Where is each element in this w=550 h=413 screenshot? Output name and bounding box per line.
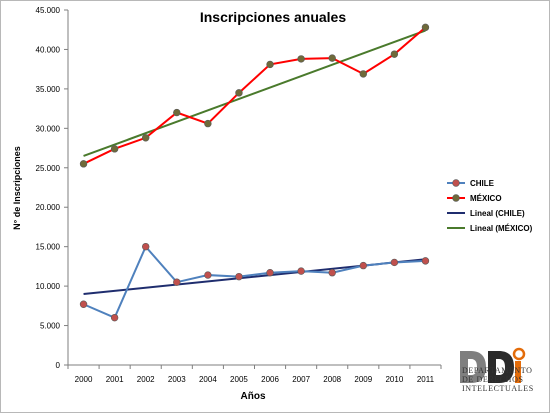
- data-point-mexico: [110, 145, 119, 153]
- x-tick-label: 2004: [199, 375, 217, 384]
- data-point-mexico: [142, 134, 150, 142]
- x-tick-label: 2002: [137, 375, 155, 384]
- legend-item-lineal-chile-label: Lineal (CHILE): [470, 209, 525, 218]
- legend-item-mexico-marker: [452, 194, 460, 202]
- x-tick-label: 2001: [106, 375, 124, 384]
- legend-item-chile-marker: [452, 179, 460, 187]
- y-tick-label: 45.000: [36, 6, 61, 15]
- data-point-chile: [110, 313, 119, 322]
- trendlines: [83, 29, 426, 295]
- tick-labels: 0 5.000 10.000 15.000 20.000 25.000 30.000 35.0…: [36, 6, 435, 384]
- y-tick-label: 0: [56, 361, 61, 370]
- x-tick-label: 2005: [230, 375, 248, 384]
- data-point-mexico: [421, 23, 430, 32]
- axes: [64, 9, 442, 369]
- data-point-chile: [421, 257, 430, 265]
- y-tick-label: 5.000: [40, 322, 61, 331]
- series: [79, 23, 430, 322]
- logo-second-d: [488, 351, 514, 383]
- data-point-chile: [328, 269, 336, 277]
- data-point-mexico: [79, 160, 88, 168]
- x-tick-label: 2010: [385, 375, 403, 384]
- trendline-mexico: [83, 29, 426, 157]
- x-tick-label: 2008: [323, 375, 341, 384]
- x-tick-label: 2006: [261, 375, 279, 384]
- x-tick-label: 2000: [75, 375, 93, 384]
- ddi-logo-icon: [460, 347, 526, 383]
- logo-i-stem: [515, 361, 521, 383]
- data-point-mexico: [173, 108, 181, 117]
- x-tick-label: 2009: [354, 375, 372, 384]
- data-point-mexico: [359, 70, 367, 78]
- y-axis-label: N° de Inscripciones: [12, 146, 22, 230]
- data-point-mexico: [204, 119, 212, 128]
- x-tick-label: 2011: [417, 375, 435, 384]
- series-line-chile: [83, 244, 426, 319]
- data-point-chile: [204, 271, 212, 279]
- logo-org-line3: INTELECTUALES: [462, 384, 534, 393]
- legend-item-chile-label: CHILE: [470, 179, 495, 188]
- data-point-chile: [173, 278, 181, 286]
- logo-i-dot: [512, 347, 526, 361]
- data-point-chile: [390, 258, 399, 267]
- data-point-chile: [235, 272, 243, 281]
- logo-org-line2: DE DERECHOS: [462, 375, 524, 384]
- data-point-mexico: [235, 89, 243, 97]
- series-line-mexico: [83, 26, 427, 165]
- data-point-chile: [142, 242, 150, 251]
- y-tick-label: 25.000: [36, 164, 61, 173]
- legend-item-lineal-mexico-label: Lineal (MÉXICO): [470, 224, 533, 233]
- data-point-chile: [79, 300, 88, 308]
- chart-title: Inscripciones anuales: [200, 9, 346, 25]
- y-tick-label: 20.000: [36, 203, 61, 212]
- y-tick-label: 15.000: [36, 243, 61, 252]
- legend-item-mexico-label: MÉXICO: [470, 194, 502, 203]
- data-point-chile: [359, 261, 367, 270]
- data-point-mexico: [297, 55, 305, 63]
- data-point-chile: [266, 269, 274, 277]
- legend: CHILE MÉXICO Lineal (CHILE) Lineal (MÉXICO): [447, 179, 533, 233]
- logo-org-line1: DEPARTAMENTO: [462, 366, 533, 375]
- data-point-mexico: [328, 54, 336, 62]
- data-point-mexico: [266, 60, 274, 69]
- logo-first-d: [460, 351, 486, 383]
- x-tick-label: 2003: [168, 375, 186, 384]
- x-tick-label: 2007: [292, 375, 310, 384]
- y-tick-label: 30.000: [36, 124, 61, 133]
- data-point-mexico: [390, 50, 399, 58]
- y-tick-label: 10.000: [36, 282, 61, 291]
- y-tick-label: 40.000: [36, 45, 61, 54]
- y-tick-label: 35.000: [36, 85, 61, 94]
- x-axis-label: Años: [241, 391, 266, 402]
- data-point-chile: [297, 267, 305, 275]
